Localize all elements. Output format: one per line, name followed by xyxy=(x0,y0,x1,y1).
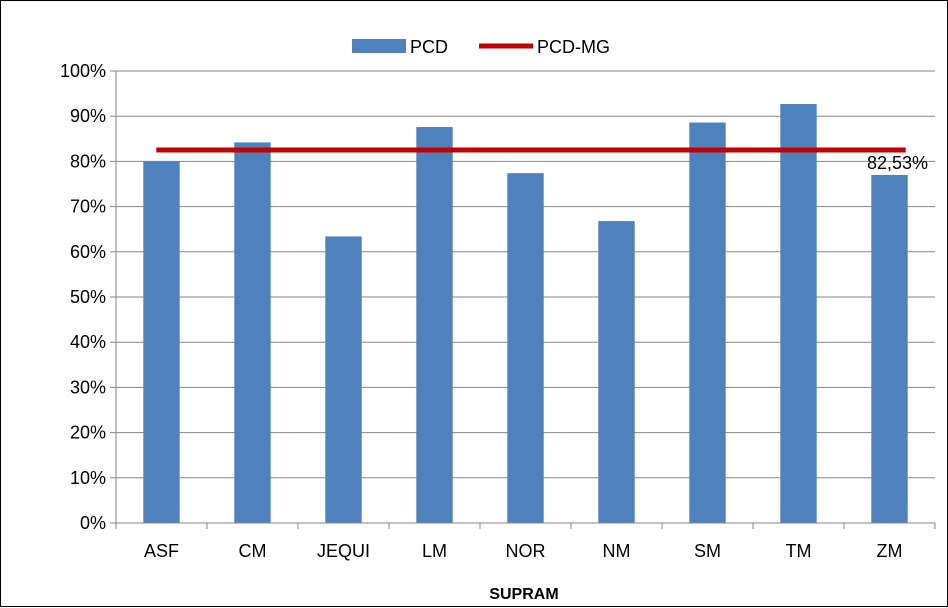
y-tick-label: 80% xyxy=(70,151,106,171)
y-tick-label: 10% xyxy=(70,468,106,488)
y-tick-label: 90% xyxy=(70,106,106,126)
x-tick-label: SM xyxy=(694,541,721,561)
legend-swatch-pcd xyxy=(352,39,406,53)
legend: PCD PCD-MG xyxy=(352,37,610,57)
x-tick-label: NM xyxy=(603,541,631,561)
x-tick-label: ASF xyxy=(144,541,179,561)
x-tick-label: JEQUI xyxy=(317,541,370,561)
reference-value-label: 82,53% xyxy=(867,153,928,173)
x-axis-title: SUPRAM xyxy=(489,586,558,603)
bars-layer xyxy=(143,103,908,524)
y-tick-label: 30% xyxy=(70,377,106,397)
y-tick-label: 0% xyxy=(80,513,106,533)
y-tick-label: 100% xyxy=(60,61,106,81)
y-tick-label: 50% xyxy=(70,287,106,307)
bar-asf xyxy=(143,161,180,523)
bar-lm xyxy=(416,127,453,523)
y-tick-label: 60% xyxy=(70,242,106,262)
x-tick-label: CM xyxy=(239,541,267,561)
bar-tm xyxy=(780,103,817,523)
x-tick-label: TM xyxy=(786,541,812,561)
x-tick-label: LM xyxy=(422,541,447,561)
x-tick-label: NOR xyxy=(506,541,546,561)
y-tick-label: 70% xyxy=(70,197,106,217)
bar-sm xyxy=(689,122,726,523)
legend-label-pcd: PCD xyxy=(410,37,448,57)
y-tick-label: 40% xyxy=(70,332,106,352)
x-tick-label: ZM xyxy=(877,541,903,561)
legend-label-pcd-mg: PCD-MG xyxy=(537,37,610,57)
bar-cm xyxy=(234,142,271,523)
axis-layer: 0% 10% 20% 30% 40% 50% 60% 70% 80% 90% 100% ASF CM JE… xyxy=(60,61,936,561)
bar-nor xyxy=(507,173,544,524)
bar-nm xyxy=(598,221,635,523)
bar-zm xyxy=(871,174,908,523)
bar-jequi xyxy=(325,236,362,523)
y-tick-label: 20% xyxy=(70,423,106,443)
